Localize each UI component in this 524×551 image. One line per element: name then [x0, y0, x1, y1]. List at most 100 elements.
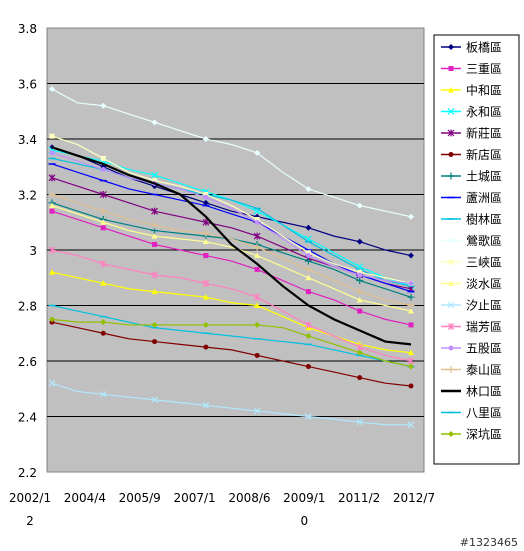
data-point — [100, 219, 107, 225]
data-point — [202, 136, 209, 142]
legend-entry: 土城區 — [441, 170, 502, 184]
series-14 — [48, 246, 415, 365]
data-point — [408, 349, 414, 356]
data-point — [100, 155, 106, 161]
x-tick-label-continuation: 2 — [26, 514, 34, 528]
data-point — [203, 192, 209, 197]
y-tick-label: 2.4 — [18, 411, 37, 425]
data-point — [356, 202, 363, 209]
data-point — [254, 252, 261, 259]
legend-marker — [448, 152, 454, 157]
watermark-text: #1323465 — [460, 536, 518, 549]
y-tick-label: 3.8 — [18, 22, 37, 36]
legend-marker — [447, 108, 455, 115]
data-point — [202, 238, 209, 245]
legend-label: 新店區 — [466, 147, 502, 162]
legend-entry: 板橋區 — [441, 41, 502, 55]
series-12 — [49, 202, 414, 314]
data-point — [305, 250, 311, 256]
data-point — [48, 246, 56, 254]
data-point — [305, 364, 311, 370]
legend-label: 瑞芳區 — [466, 320, 502, 334]
legend-entry: 樹林區 — [441, 213, 502, 227]
series-10 — [49, 86, 414, 220]
y-tick-label: 3 — [29, 244, 37, 258]
legend-marker — [448, 237, 454, 244]
legend-entry: 瑞芳區 — [441, 320, 502, 334]
series-line — [51, 210, 412, 326]
data-point — [305, 274, 312, 281]
data-point — [99, 207, 107, 215]
legend-entry: 蘆洲區 — [441, 191, 502, 205]
data-point — [48, 174, 56, 182]
data-point — [408, 363, 414, 370]
data-point — [305, 413, 312, 420]
x-tick-label: 2002/1 — [9, 491, 51, 505]
data-point — [202, 321, 209, 328]
y-tick-label: 3.2 — [18, 189, 37, 203]
legend-marker — [447, 366, 455, 373]
legend-entry: 五股區 — [441, 342, 502, 356]
data-point — [253, 293, 261, 301]
legend-label: 鶯歌區 — [466, 233, 502, 248]
legend-marker — [448, 259, 454, 265]
y-tick-label: 3.6 — [18, 78, 37, 92]
legend-entry: 永和區 — [441, 105, 502, 119]
x-tick-label: 2011/2 — [338, 491, 380, 505]
data-point — [253, 232, 261, 240]
x-tick-label: 2012/7 — [393, 491, 435, 505]
legend-box — [433, 34, 520, 465]
data-point — [49, 133, 55, 139]
data-point — [100, 102, 107, 109]
data-point — [356, 288, 364, 296]
data-point — [100, 167, 106, 173]
series-line — [51, 146, 412, 257]
data-point — [305, 253, 311, 259]
series-6 — [49, 319, 414, 389]
x-tick-label: 2004/4 — [64, 491, 106, 505]
series-11 — [49, 133, 414, 286]
legend-entry: 泰山區 — [441, 363, 502, 377]
legend-marker — [448, 280, 454, 286]
series-line — [51, 271, 412, 354]
y-tick-label: 2.6 — [18, 355, 37, 369]
data-point — [356, 296, 363, 303]
legend-marker — [447, 301, 455, 309]
data-point — [254, 321, 261, 328]
legend-label: 土城區 — [466, 170, 502, 184]
series-line — [51, 152, 412, 284]
series-13 — [48, 379, 415, 429]
legend-label: 中和區 — [466, 83, 502, 98]
data-point — [100, 225, 106, 231]
legend-entry: 中和區 — [441, 83, 502, 98]
legend-label: 林口區 — [466, 385, 502, 399]
legend-label: 三重區 — [466, 62, 502, 76]
data-point — [100, 330, 106, 336]
data-point — [408, 213, 414, 220]
y-tick-label: 2.2 — [18, 466, 37, 480]
legend-entry: 林口區 — [441, 385, 502, 399]
series-16 — [48, 191, 415, 309]
series-19 — [49, 316, 414, 370]
legend: 板橋區三重區中和區永和區新莊區新店區土城區蘆洲區樹林區鶯歌區三峽區淡水區汐止區瑞… — [441, 41, 502, 442]
data-point — [151, 233, 158, 239]
data-point — [254, 219, 260, 225]
data-point — [305, 321, 312, 329]
data-point — [407, 357, 415, 365]
legend-entry: 汐止區 — [441, 298, 502, 313]
series-line — [51, 304, 412, 368]
data-point — [408, 308, 414, 314]
data-point — [305, 289, 311, 295]
legend-label: 板橋區 — [466, 41, 502, 55]
data-point — [254, 216, 260, 222]
data-point — [202, 199, 209, 206]
series-line — [51, 382, 411, 426]
data-point — [203, 344, 209, 350]
data-point — [48, 191, 56, 198]
data-point — [254, 352, 260, 358]
legend-entry: 淡水區 — [441, 277, 502, 291]
series-line — [51, 321, 412, 387]
legend-label: 蘆洲區 — [466, 191, 502, 205]
data-point — [151, 396, 158, 404]
data-point — [356, 277, 364, 285]
